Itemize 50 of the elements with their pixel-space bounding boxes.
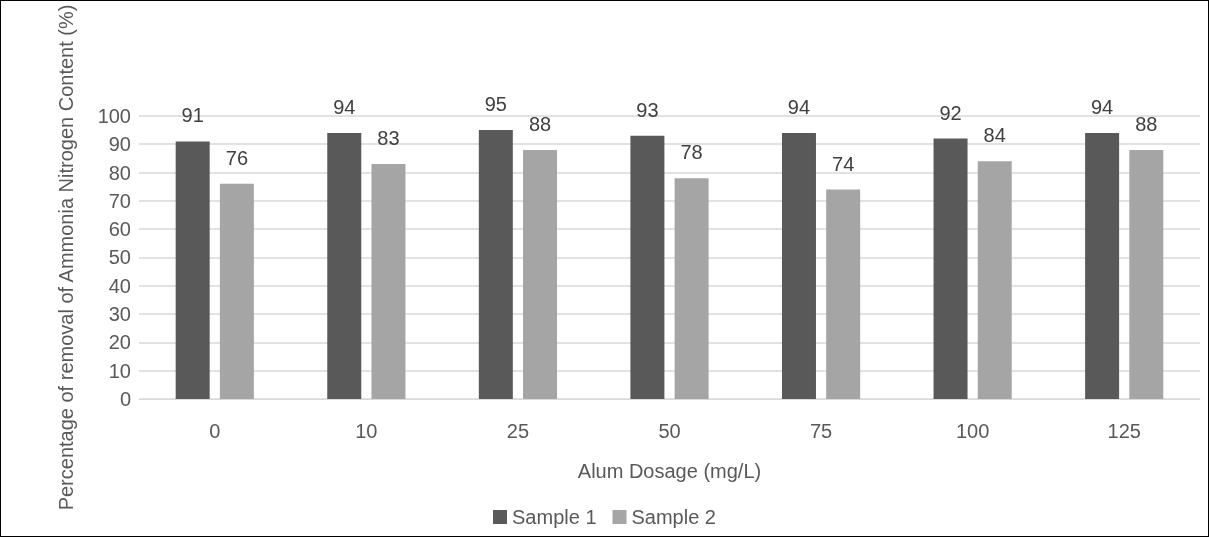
bar	[674, 178, 709, 399]
bar	[1129, 149, 1164, 399]
x-tick-label: 10	[355, 420, 378, 442]
y-tick-label: 0	[119, 388, 131, 410]
bar	[327, 132, 362, 399]
data-label: 94	[1090, 95, 1114, 118]
data-label: 92	[939, 101, 962, 124]
data-label: 78	[680, 141, 703, 164]
x-tick-label: 25	[506, 420, 530, 442]
y-axis-title: Percentage of removal of Ammonia Nitrogen Content (%)	[55, 4, 77, 511]
y-tick-label: 10	[108, 359, 131, 382]
data-label: 94	[787, 95, 811, 118]
data-label: 83	[377, 127, 400, 150]
y-tick-label: 100	[97, 104, 131, 127]
bar	[826, 189, 861, 399]
x-axis-title: Alum Dosage (mg/L)	[577, 460, 762, 482]
data-label: 93	[636, 98, 659, 121]
bar	[1085, 132, 1120, 399]
x-tick-label: 0	[209, 420, 221, 442]
data-label: 94	[333, 95, 356, 118]
x-tick-label: 50	[658, 420, 681, 442]
data-label: 88	[528, 112, 552, 135]
bar	[219, 183, 254, 399]
bar	[371, 164, 406, 399]
bar	[781, 132, 816, 399]
y-tick-label: 20	[108, 331, 131, 354]
y-tick-label: 40	[108, 274, 131, 297]
x-tick-label: 100	[955, 420, 990, 442]
bar	[478, 130, 513, 399]
data-label: 74	[832, 152, 855, 175]
bar	[933, 138, 968, 399]
data-label: 95	[484, 93, 507, 116]
y-tick-label: 70	[108, 189, 131, 212]
bar	[523, 149, 558, 399]
y-tick-label: 90	[108, 133, 131, 156]
y-tick-label: 50	[108, 246, 131, 269]
bar	[977, 161, 1012, 399]
x-tick-label: 125	[1107, 420, 1141, 442]
data-label: 84	[983, 124, 1006, 147]
data-label: 76	[225, 146, 249, 169]
legend-label: Sample 2	[631, 506, 716, 528]
y-tick-label: 30	[108, 303, 131, 326]
bar	[630, 135, 665, 399]
bar	[175, 141, 210, 399]
legend-label: Sample 1	[512, 506, 597, 528]
data-label: 91	[181, 104, 204, 127]
x-tick-label: 75	[809, 420, 833, 442]
y-tick-label: 60	[108, 218, 131, 241]
y-tick-label: 80	[108, 161, 131, 184]
data-label: 88	[1135, 112, 1158, 135]
